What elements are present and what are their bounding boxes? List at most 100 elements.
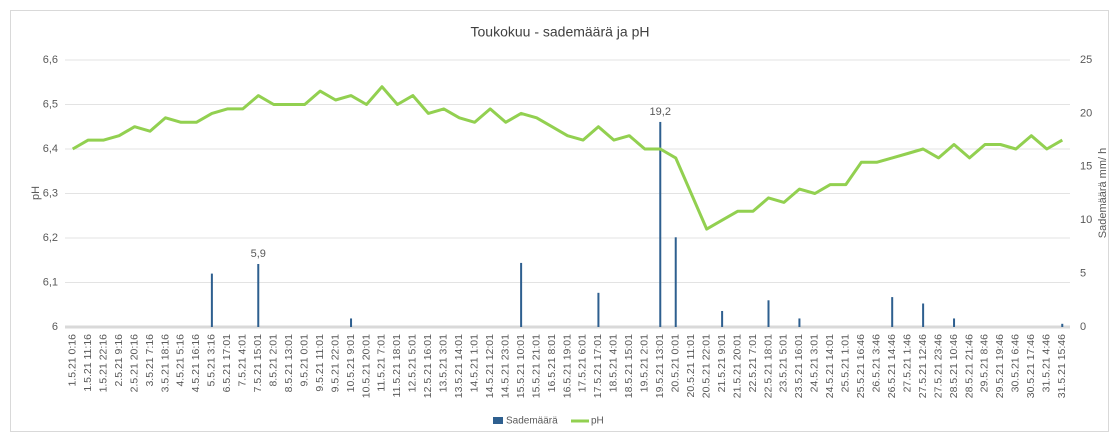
x-tick-label: 26.5.21 14:46 (886, 334, 898, 398)
x-tick-label: 2.5.21 9:16 (113, 334, 125, 387)
x-tick-label: 24.5.21 3:01 (809, 334, 821, 393)
x-tick-label: 28.5.21 21:46 (963, 334, 975, 398)
x-tick-label: 12.5.21 5:01 (407, 334, 419, 393)
bar (674, 237, 677, 327)
chart-frame (10, 10, 1109, 432)
x-tick-label: 4.5.21 16:16 (190, 334, 202, 393)
x-tick-label: 10.5.21 9:01 (345, 334, 357, 393)
x-tick-label: 25.5.21 16:46 (855, 334, 867, 398)
x-tick-label: 20.5.21 11:01 (685, 334, 697, 398)
bar (1061, 323, 1064, 327)
x-tick-label: 31.5.21 15:46 (1056, 334, 1068, 398)
x-tick-label: 1.5.21 0:16 (67, 334, 79, 387)
x-tick-label: 29.5.21 8:46 (979, 334, 991, 393)
data-label: 5,9 (251, 248, 266, 260)
data-label: 19,2 (650, 106, 671, 118)
x-tick-label: 14.5.21 12:01 (484, 334, 496, 398)
x-tick-label: 6.5.21 17:01 (221, 334, 233, 393)
y2-tick-label: 0 (1080, 321, 1086, 333)
bar (922, 303, 925, 327)
x-tick-label: 1.5.21 22:16 (97, 334, 109, 393)
x-tick-label: 9.5.21 11:01 (314, 334, 326, 392)
x-tick-label: 11.5.21 18:01 (391, 334, 403, 398)
x-tick-label: 8.5.21 13:01 (283, 334, 295, 393)
y-tick-label: 6,4 (43, 143, 58, 155)
chart-title: Toukokuu - sademäärä ja pH (471, 24, 650, 40)
y2-tick-label: 10 (1080, 214, 1092, 226)
x-tick-label: 22.5.21 18:01 (762, 334, 774, 398)
x-tick-label: 13.5.21 3:01 (438, 334, 450, 393)
x-tick-label: 23.5.21 5:01 (778, 334, 790, 393)
x-tick-label: 17.5.21 17:01 (592, 334, 604, 398)
x-tick-label: 16.5.21 19:01 (561, 334, 573, 398)
y2-tick-label: 5 (1080, 268, 1086, 280)
x-tick-label: 3.5.21 7:16 (144, 334, 156, 387)
x-tick-label: 27.5.21 23:46 (932, 334, 944, 398)
x-tick-label: 20.5.21 22:01 (700, 334, 712, 398)
x-tick-label: 23.5.21 16:01 (793, 334, 805, 398)
y-tick-label: 6,1 (43, 276, 58, 288)
bar (520, 262, 523, 327)
x-tick-label: 19.5.21 13:01 (654, 334, 666, 398)
legend-label: pH (591, 416, 604, 427)
legend-swatch (493, 417, 503, 424)
x-tick-label: 15.5.21 21:01 (530, 334, 542, 398)
x-tick-label: 15.5.21 10:01 (515, 334, 527, 398)
x-tick-label: 18.5.21 15:01 (623, 334, 635, 398)
x-tick-label: 10.5.21 20:01 (360, 334, 372, 398)
x-tick-label: 9.5.21 22:01 (329, 334, 341, 393)
bar (721, 310, 724, 327)
y2-tick-label: 15 (1080, 161, 1092, 173)
x-tick-label: 4.5.21 5:16 (175, 334, 187, 387)
x-tick-label: 8.5.21 2:01 (268, 334, 280, 387)
x-tick-label: 29.5.21 19:46 (994, 334, 1006, 398)
x-tick-label: 14.5.21 23:01 (499, 334, 511, 398)
y-tick-label: 6,2 (43, 232, 58, 244)
x-tick-label: 27.5.21 1:46 (901, 334, 913, 393)
bar (891, 297, 894, 327)
x-tick-label: 1.5.21 11:16 (82, 334, 94, 392)
x-tick-label: 28.5.21 10:46 (948, 334, 960, 398)
y2-tick-label: 25 (1080, 54, 1092, 66)
x-tick-label: 30.5.21 17:46 (1025, 334, 1037, 398)
y2-tick-label: 20 (1080, 107, 1092, 119)
x-tick-label: 30.5.21 6:46 (1010, 334, 1022, 393)
x-tick-label: 24.5.21 14:01 (824, 334, 836, 398)
x-tick-label: 16.5.21 8:01 (546, 334, 558, 393)
x-tick-label: 7.5.21 4:01 (237, 334, 249, 387)
x-tick-label: 12.5.21 16:01 (422, 334, 434, 398)
x-tick-label: 14.5.21 1:01 (469, 334, 481, 393)
x-tick-label: 20.5.21 0:01 (670, 334, 682, 393)
y-tick-label: 6,6 (43, 54, 58, 66)
x-tick-label: 7.5.21 15:01 (252, 334, 264, 393)
bar (350, 318, 353, 327)
bar (953, 318, 956, 327)
x-tick-label: 9.5.21 0:01 (298, 334, 310, 387)
bar (798, 318, 801, 327)
x-tick-label: 17.5.21 6:01 (577, 334, 589, 393)
x-tick-label: 11.5.21 7:01 (376, 334, 388, 392)
bar (257, 263, 260, 327)
x-tick-label: 5.5.21 3:16 (206, 334, 218, 387)
x-tick-label: 25.5.21 1:01 (840, 334, 852, 393)
bar (210, 273, 213, 327)
x-tick-label: 22.5.21 7:01 (747, 334, 759, 393)
bar (767, 300, 770, 327)
bar (597, 292, 600, 327)
y-axis-label: pH (30, 186, 42, 200)
x-tick-label: 21.5.21 9:01 (716, 334, 728, 393)
x-tick-label: 31.5.21 4:46 (1041, 334, 1053, 393)
x-tick-label: 3.5.21 18:16 (159, 334, 171, 393)
y-tick-label: 6,3 (43, 187, 58, 199)
y2-axis-label: Sademäärä mm/ h (1097, 148, 1109, 238)
bar (659, 121, 662, 327)
x-tick-label: 21.5.21 20:01 (731, 334, 743, 398)
x-tick-label: 18.5.21 4:01 (608, 334, 620, 393)
x-tick-label: 13.5.21 14:01 (453, 334, 465, 398)
y-tick-label: 6 (52, 321, 58, 333)
x-tick-label: 26.5.21 3:46 (871, 334, 883, 393)
x-tick-label: 27.5.21 12:46 (917, 334, 929, 398)
line (71, 85, 1064, 231)
x-tick-label: 2.5.21 20:16 (128, 334, 140, 393)
legend-label: Sademäärä (506, 416, 558, 427)
